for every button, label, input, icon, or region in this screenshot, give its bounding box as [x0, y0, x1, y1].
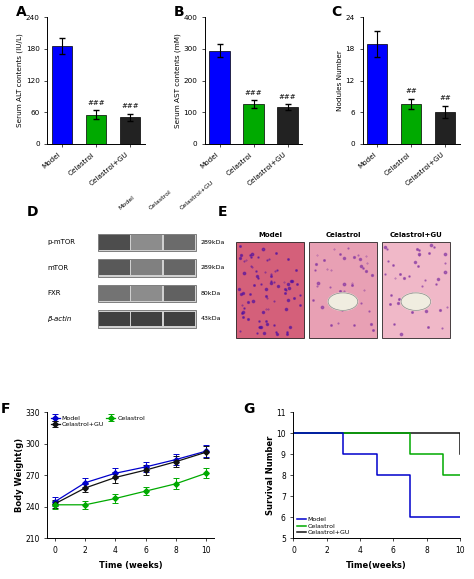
Bar [164, 261, 195, 275]
Bar [131, 312, 162, 327]
Text: C: C [331, 5, 342, 19]
Bar [164, 286, 195, 301]
Y-axis label: Body Weight(g): Body Weight(g) [15, 438, 24, 512]
Bar [237, 241, 304, 338]
Bar [210, 50, 230, 144]
Text: mTOR: mTOR [47, 265, 69, 271]
Bar [86, 115, 106, 144]
Text: E: E [218, 206, 228, 219]
Text: 289kDa: 289kDa [201, 265, 225, 270]
Model [457, 514, 463, 521]
Bar [98, 259, 196, 277]
Model [374, 472, 380, 479]
Bar [99, 261, 130, 275]
Model [340, 451, 346, 458]
Celastrol [440, 451, 446, 458]
Line: Model: Model [293, 433, 460, 518]
X-axis label: Time (weeks): Time (weeks) [99, 560, 163, 570]
Line: Celastrol+GU: Celastrol+GU [293, 433, 460, 455]
Text: 80kDa: 80kDa [201, 291, 221, 296]
Text: FXR: FXR [47, 291, 61, 296]
Circle shape [328, 293, 358, 310]
Bar [98, 233, 196, 251]
Celastrol [457, 472, 463, 479]
Legend: Model, Celastrol+GU, Celastrol: Model, Celastrol+GU, Celastrol [51, 415, 145, 427]
Text: Celastrol: Celastrol [325, 232, 361, 237]
Bar [310, 241, 376, 338]
Bar [98, 285, 196, 302]
Text: Model: Model [258, 232, 282, 237]
Text: Celastrol+GU: Celastrol+GU [390, 232, 442, 237]
Text: B: B [174, 5, 184, 19]
Celastrol+GU [457, 451, 463, 458]
Celastrol [440, 472, 446, 479]
Text: ##: ## [439, 96, 451, 101]
Text: A: A [16, 5, 27, 19]
Celastrol [407, 451, 413, 458]
Text: ###: ### [121, 103, 139, 109]
Model [457, 514, 463, 521]
Text: 289kDa: 289kDa [201, 240, 225, 245]
Text: ###: ### [245, 90, 263, 96]
Text: Model: Model [118, 195, 136, 211]
Bar [98, 310, 196, 328]
Text: β-actin: β-actin [47, 316, 72, 322]
Bar [99, 312, 130, 327]
X-axis label: Time(weeks): Time(weeks) [346, 560, 407, 570]
Text: Celastrol+GU: Celastrol+GU [179, 179, 215, 211]
Model [340, 430, 346, 437]
Model [407, 472, 413, 479]
Bar [99, 286, 130, 301]
Y-axis label: Serum AST contents (mM): Serum AST contents (mM) [174, 33, 181, 128]
Bar [120, 118, 140, 144]
Bar [164, 235, 195, 250]
Bar [435, 112, 456, 144]
Bar [52, 46, 72, 144]
Bar [131, 286, 162, 301]
Bar [164, 312, 195, 327]
Celastrol [291, 430, 296, 437]
Line: Celastrol: Celastrol [293, 433, 460, 475]
Y-axis label: Nodules Number: Nodules Number [337, 50, 343, 111]
Bar [367, 43, 387, 144]
Celastrol [407, 430, 413, 437]
Celastrol+GU [457, 430, 463, 437]
Text: ##: ## [405, 89, 417, 94]
Text: ###: ### [87, 100, 105, 106]
Model [374, 451, 380, 458]
Legend: Model, Celastrol, Celastrol+GU: Model, Celastrol, Celastrol+GU [297, 516, 350, 536]
Y-axis label: Serum ALT contents (IU/L): Serum ALT contents (IU/L) [17, 34, 23, 127]
Text: D: D [27, 206, 39, 219]
Model [291, 430, 296, 437]
Bar [131, 261, 162, 275]
Model [407, 514, 413, 521]
Celastrol+GU [291, 430, 296, 437]
Text: F: F [1, 402, 10, 416]
Bar [99, 235, 130, 250]
Text: 43kDa: 43kDa [201, 316, 221, 321]
Text: Celastrol: Celastrol [148, 189, 173, 211]
Text: ###: ### [279, 94, 296, 100]
Bar [277, 107, 298, 144]
Circle shape [401, 293, 431, 310]
Bar [382, 241, 449, 338]
Celastrol+GU [457, 430, 463, 437]
Y-axis label: Survival Number: Survival Number [266, 435, 275, 515]
Text: p-mTOR: p-mTOR [47, 239, 75, 245]
Celastrol+GU [457, 430, 463, 437]
Text: G: G [244, 402, 255, 416]
Bar [243, 104, 264, 144]
Bar [401, 104, 421, 144]
Celastrol [457, 472, 463, 479]
Bar [131, 235, 162, 250]
